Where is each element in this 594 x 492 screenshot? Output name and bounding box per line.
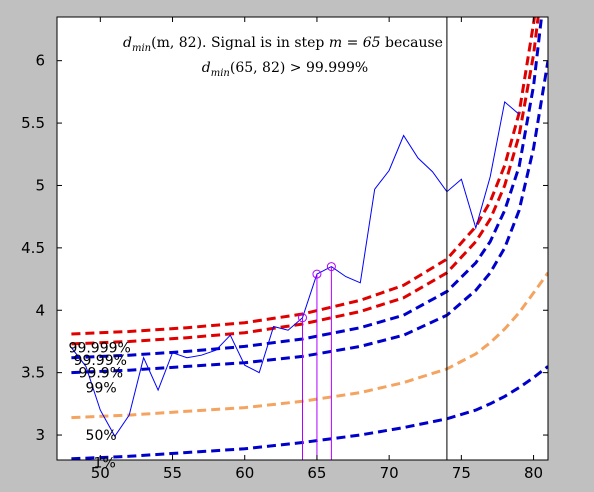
x-tick-label: 50 (91, 464, 110, 482)
x-tick-label: 55 (163, 464, 182, 482)
annotation-line-1: dmin(m, 82). Signal is in step m = 65 be… (123, 35, 443, 54)
y-tick-label: 5 (35, 176, 45, 194)
annotation-line-1-eq: m = 65 (329, 35, 381, 51)
percentile-label: 99.9% (79, 366, 123, 382)
axes-frame (56, 16, 549, 461)
annotation-line-1-sub: min (132, 43, 151, 54)
threshold-curve-5 (71, 365, 548, 460)
y-tick-label: 6 (35, 52, 45, 70)
x-tick-label: 80 (524, 464, 543, 482)
annotation-line-1-args: (m, 82). (151, 35, 206, 51)
x-tick-label: 70 (380, 464, 399, 482)
percentile-label: 99% (86, 381, 117, 397)
annotation-line-1-func: d (123, 35, 132, 51)
marker-circle (312, 269, 322, 279)
threshold-curve-3 (71, 60, 548, 375)
annotation-line-2-func: d (202, 60, 211, 76)
threshold-curve-4 (71, 271, 548, 420)
annotation-line-2: dmin(65, 82) > 99.999% (202, 60, 368, 79)
marker-circle (326, 262, 336, 272)
signal-line (71, 100, 520, 438)
y-tick-label: 4.5 (21, 239, 45, 257)
percentile-label: 1% (94, 455, 116, 471)
y-tick-label: 5.5 (21, 114, 45, 132)
y-tick-label: 4 (35, 301, 45, 319)
x-tick-label: 65 (307, 464, 326, 482)
annotation-line-2-sub: min (211, 68, 230, 79)
x-tick-label: 60 (235, 464, 254, 482)
annotation-line-2-args: (65, 82) > 99.999% (230, 60, 368, 76)
threshold-curve-2 (71, 17, 544, 360)
annotation-line-1-text: Signal is in step (211, 35, 324, 51)
percentile-label: 99.999% (69, 341, 131, 357)
percentile-label: 50% (86, 428, 117, 444)
y-tick-label: 3.5 (21, 364, 45, 382)
y-tick-label: 3 (35, 426, 45, 444)
annotation-line-1-tail: because (385, 35, 443, 51)
threshold-curve-1 (71, 17, 540, 346)
marker-circle (298, 313, 307, 323)
x-tick-label: 75 (452, 464, 471, 482)
percentile-label: 99.99% (74, 353, 127, 369)
